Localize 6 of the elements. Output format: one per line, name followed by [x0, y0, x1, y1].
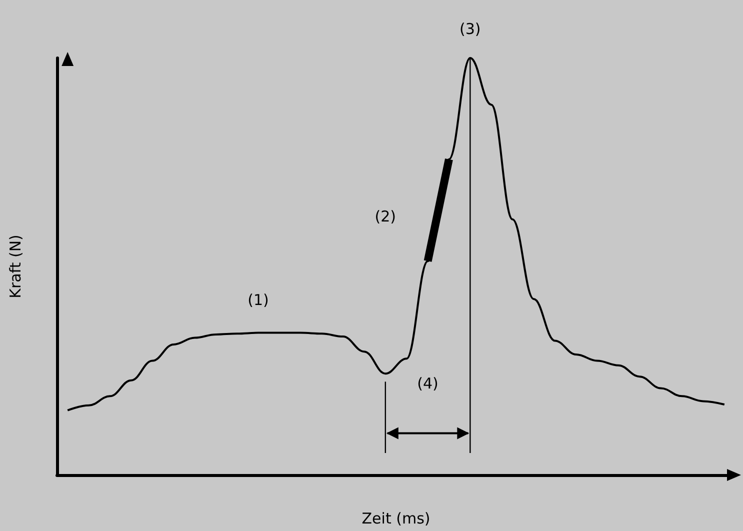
- text: (3): [460, 20, 481, 38]
- x-axis-title: Zeit (ms): [362, 510, 430, 528]
- y-axis-title: Kraft (N): [6, 234, 24, 298]
- annotation: (2): [374, 207, 396, 226]
- annotation: (1): [248, 290, 269, 309]
- annotation: (4): [417, 374, 438, 392]
